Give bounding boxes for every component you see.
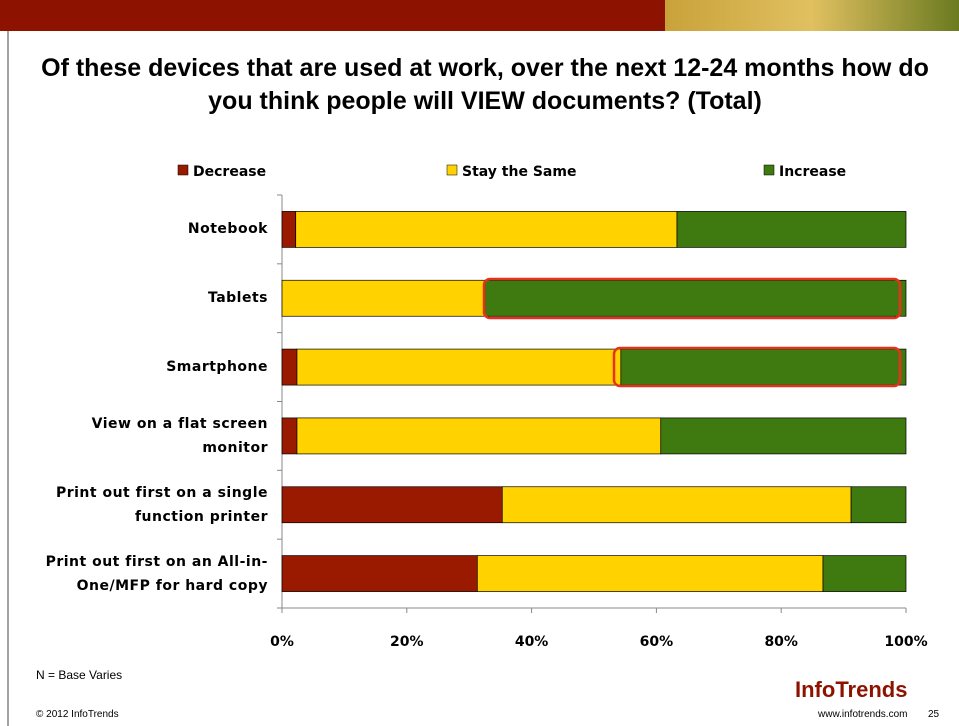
category-label: Print out first on an All-in-One/MFP for…: [45, 553, 268, 594]
bar-segment: [281, 486, 503, 524]
bar-segment: [281, 211, 297, 248]
highlight-box: [612, 346, 902, 388]
bar-segment: [281, 417, 298, 455]
x-tick-label: 40%: [515, 634, 549, 650]
legend-swatch: [446, 164, 458, 176]
bar-segment: [296, 417, 662, 455]
url: www.infotrends.com: [818, 709, 908, 720]
logo: InfoTrends: [795, 677, 908, 702]
legend-label: Decrease: [193, 164, 266, 180]
x-tick-label: 80%: [764, 634, 798, 650]
bar-segment: [660, 417, 907, 455]
copyright: © 2012 InfoTrends: [36, 709, 119, 720]
bar-segment: [281, 279, 486, 317]
legend-label: Stay the Same: [462, 164, 576, 180]
bar-segment: [295, 211, 678, 248]
bar-segment: [476, 555, 824, 592]
legend-swatch: [177, 164, 189, 176]
legend-label: Increase: [779, 164, 846, 180]
category-label: Tablets: [207, 290, 268, 307]
bar-segment: [676, 211, 907, 248]
bar-segment: [850, 486, 907, 524]
category-label: Print out first on a single function pri…: [55, 484, 268, 525]
header-image: [665, 0, 959, 31]
bar-segment: [822, 555, 907, 592]
bar-segment: [281, 348, 298, 386]
highlight-box: [482, 277, 902, 320]
legend-swatch: [763, 164, 775, 176]
bar-segment: [501, 486, 852, 524]
bar-segment: [620, 348, 907, 386]
x-tick-label: 60%: [640, 634, 674, 650]
bar-segment: [281, 555, 478, 592]
category-label: Smartphone: [166, 359, 268, 376]
category-label: Notebook: [187, 221, 268, 238]
x-tick-label: 0%: [270, 634, 294, 650]
note: N = Base Varies: [36, 668, 123, 682]
category-label: View on a flat screen monitor: [91, 415, 268, 456]
page-number: 25: [928, 709, 940, 720]
x-tick-label: 20%: [390, 634, 424, 650]
chart-title: Of these devices that are used at work, …: [41, 54, 929, 115]
bar-segment: [484, 279, 907, 317]
bar-segment: [296, 348, 622, 386]
x-tick-label: 100%: [884, 634, 927, 650]
header-bar: [0, 0, 665, 31]
